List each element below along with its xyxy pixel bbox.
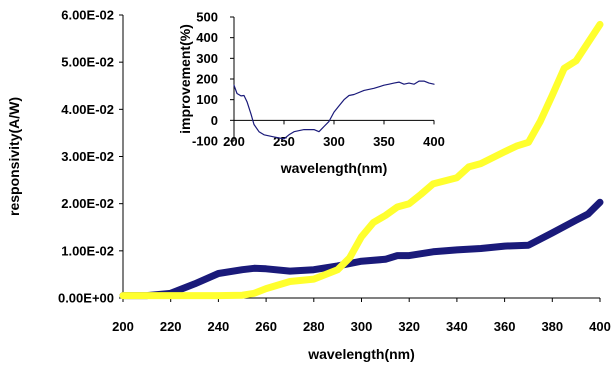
main-x-tick-label: 200 [112,319,134,334]
main-y-tick-label: 0.00E+00 [58,291,114,306]
inset-plot: -100 0 100 200 300 400 500 200 250 300 350 400 wavel… [177,10,445,177]
main-x-tick-label: 220 [160,319,182,334]
inset-y-tick-label: 300 [196,51,218,66]
main-y-tick-label: 2.00E-02 [61,196,114,211]
inset-y-tick-label: -100 [192,134,218,149]
inset-x-axis-label: wavelength(nm) [280,160,388,176]
main-plot: 0.00E+00 1.00E-02 2.00E-02 3.00E-02 4.00E-02… [6,8,611,363]
inset-x-tick-label: 300 [323,134,345,149]
main-x-tick-label: 300 [351,319,373,334]
main-x-tick-label: 400 [589,319,611,334]
inset-x-tick-label: 200 [223,134,245,149]
inset-series-line-0 [233,80,435,140]
main-x-tick-label: 380 [541,319,563,334]
main-x-tick-label: 260 [255,319,277,334]
inset-y-tick-label: 400 [196,30,218,45]
main-x-tick-label: 280 [303,319,325,334]
inset-y-tick-label: 0 [211,113,218,128]
main-x-axis-label: wavelength(nm) [307,346,415,362]
main-series-line-1 [119,20,604,300]
main-x-tick-label: 340 [446,319,468,334]
main-y-axis-label: responsivity(A/W) [6,97,22,216]
main-x-tick-label: 240 [208,319,230,334]
inset-x-tick-label: 400 [423,134,445,149]
inset-x-tick-label: 350 [373,134,395,149]
main-y-tick-label: 6.00E-02 [61,8,114,23]
main-x-tick-label: 360 [494,319,516,334]
main-y-tick-label: 3.00E-02 [61,149,114,164]
inset-x-tick-label: 250 [273,134,295,149]
main-y-tick-label: 1.00E-02 [61,243,114,258]
inset-y-axis-label: improvement(%) [177,24,193,134]
main-series-line-0 [119,198,604,300]
inset-y-tick-label: 200 [196,72,218,87]
main-x-tick-label: 320 [398,319,420,334]
main-y-tick-label: 5.00E-02 [61,55,114,70]
inset-y-tick-label: 500 [196,10,218,25]
main-y-tick-label: 4.00E-02 [61,102,114,117]
inset-y-tick-label: 100 [196,92,218,107]
